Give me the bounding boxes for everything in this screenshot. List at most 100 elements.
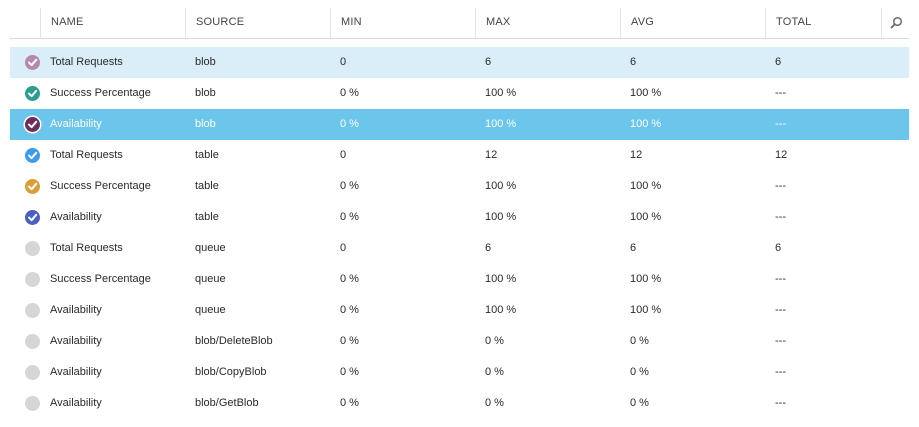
metric-total: --- (775, 211, 786, 223)
metric-checkbox-cell[interactable] (25, 109, 41, 140)
metric-checkbox-cell[interactable] (25, 140, 41, 171)
metric-min: 0 % (340, 180, 359, 192)
metric-name: Success Percentage (50, 273, 151, 285)
table-row[interactable]: Total Requests blob 0 6 6 6 (10, 47, 909, 78)
metric-name: Availability (50, 304, 102, 316)
metric-source: blob/DeleteBlob (195, 335, 273, 347)
metric-max: 12 (485, 149, 498, 161)
metric-total: --- (775, 366, 786, 378)
metric-min: 0 % (340, 335, 359, 347)
metric-name: Availability (50, 335, 102, 347)
table-row[interactable]: Availability blob/DeleteBlob 0 % 0 % 0 % --- (10, 326, 909, 357)
metric-min: 0 (340, 242, 347, 254)
table-row[interactable]: Availability blob 0 % 100 % 100 % --- (10, 109, 909, 140)
table-row[interactable]: Success Percentage queue 0 % 100 % 100 % --- (10, 264, 909, 295)
unchecked-checkbox-icon[interactable] (25, 334, 40, 349)
metric-checkbox-cell[interactable] (25, 388, 41, 419)
checked-checkbox-icon[interactable] (25, 210, 40, 225)
column-header-max[interactable]: MAX (475, 8, 620, 38)
unchecked-checkbox-icon[interactable] (25, 365, 40, 380)
metric-avg: 100 % (630, 87, 662, 99)
column-header-name[interactable]: NAME (40, 8, 185, 38)
table-row[interactable]: Availability table 0 % 100 % 100 % --- (10, 202, 909, 233)
table-row[interactable]: Success Percentage blob 0 % 100 % 100 % --- (10, 78, 909, 109)
metric-checkbox-cell[interactable] (25, 78, 41, 109)
metric-name: Availability (50, 118, 102, 130)
metric-checkbox-cell[interactable] (25, 171, 41, 202)
metric-min: 0 % (340, 366, 359, 378)
metric-total: --- (775, 180, 786, 192)
metric-source: blob/CopyBlob (195, 366, 267, 378)
metric-name: Availability (50, 366, 102, 378)
checked-checkbox-icon[interactable] (25, 179, 40, 194)
metric-min: 0 % (340, 273, 359, 285)
column-header-min[interactable]: MIN (330, 8, 475, 38)
metric-checkbox-cell[interactable] (25, 202, 41, 233)
metric-checkbox-cell[interactable] (25, 233, 41, 264)
metric-avg: 100 % (630, 211, 662, 223)
metric-max: 0 % (485, 366, 504, 378)
metric-min: 0 (340, 56, 347, 68)
metric-total: --- (775, 304, 786, 316)
metric-avg: 12 (630, 149, 643, 161)
metric-avg: 100 % (630, 304, 662, 316)
metric-source: blob (195, 118, 216, 130)
metric-max: 0 % (485, 335, 504, 347)
search-button[interactable] (881, 8, 909, 38)
metrics-table: Total Requests blob 0 6 6 6 Success Percentage… (10, 47, 909, 419)
metric-avg: 6 (630, 56, 637, 68)
unchecked-checkbox-icon[interactable] (25, 303, 40, 318)
metric-max: 100 % (485, 273, 517, 285)
checked-checkbox-icon[interactable] (25, 148, 40, 163)
table-row[interactable]: Success Percentage table 0 % 100 % 100 % --- (10, 171, 909, 202)
table-row[interactable]: Total Requests table 0 12 12 12 (10, 140, 909, 171)
metric-checkbox-cell[interactable] (25, 264, 41, 295)
metric-avg: 100 % (630, 273, 662, 285)
metric-total: 6 (775, 242, 782, 254)
table-header: NAME SOURCE MIN MAX AVG TOTAL (10, 8, 909, 39)
column-header-source[interactable]: SOURCE (185, 8, 330, 38)
metric-min: 0 % (340, 118, 359, 130)
metric-max: 100 % (485, 118, 517, 130)
metric-source: blob (195, 87, 216, 99)
table-row[interactable]: Availability blob/CopyBlob 0 % 0 % 0 % --- (10, 357, 909, 388)
checked-checkbox-icon[interactable] (25, 55, 40, 70)
unchecked-checkbox-icon[interactable] (25, 396, 40, 411)
metric-checkbox-cell[interactable] (25, 295, 41, 326)
metric-avg: 0 % (630, 335, 649, 347)
metric-max: 100 % (485, 87, 517, 99)
metric-checkbox-cell[interactable] (25, 326, 41, 357)
checked-checkbox-icon[interactable] (25, 86, 40, 101)
metric-max: 100 % (485, 211, 517, 223)
checked-checkbox-icon[interactable] (25, 117, 40, 132)
metric-total: --- (775, 273, 786, 285)
table-row[interactable]: Availability blob/GetBlob 0 % 0 % 0 % --- (10, 388, 909, 419)
metric-source: table (195, 149, 219, 161)
metric-max: 100 % (485, 304, 517, 316)
metric-min: 0 % (340, 211, 359, 223)
table-row[interactable]: Total Requests queue 0 6 6 6 (10, 233, 909, 264)
metric-checkbox-cell[interactable] (25, 357, 41, 388)
unchecked-checkbox-icon[interactable] (25, 272, 40, 287)
metric-min: 0 % (340, 87, 359, 99)
metric-checkbox-cell[interactable] (25, 47, 41, 78)
unchecked-checkbox-icon[interactable] (25, 241, 40, 256)
metric-source: blob/GetBlob (195, 397, 259, 409)
metric-total: 6 (775, 56, 782, 68)
metric-source: queue (195, 304, 226, 316)
column-header-total[interactable]: TOTAL (765, 8, 881, 38)
column-header-avg[interactable]: AVG (620, 8, 765, 38)
metric-avg: 0 % (630, 397, 649, 409)
metric-max: 0 % (485, 397, 504, 409)
metric-name: Total Requests (50, 56, 123, 68)
table-row[interactable]: Availability queue 0 % 100 % 100 % --- (10, 295, 909, 326)
metric-source: queue (195, 242, 226, 254)
metric-total: 12 (775, 149, 788, 161)
search-icon (890, 16, 903, 29)
metric-max: 100 % (485, 180, 517, 192)
metric-name: Success Percentage (50, 180, 151, 192)
metric-total: --- (775, 118, 786, 130)
metric-avg: 100 % (630, 118, 662, 130)
metric-name: Success Percentage (50, 87, 151, 99)
metric-name: Availability (50, 211, 102, 223)
